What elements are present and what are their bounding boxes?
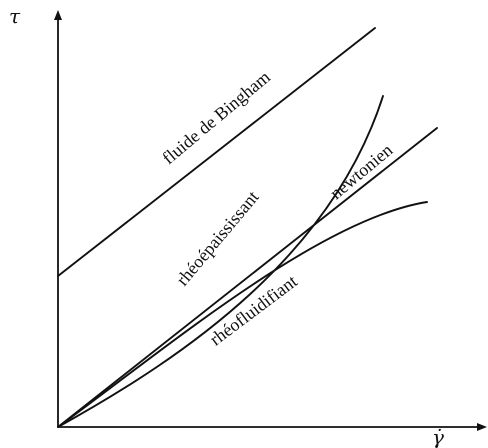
bingham-line [57,27,376,277]
y-axis-label: τ [9,4,21,28]
shear-thickening-label: rhéoépaississant [172,187,263,289]
y-axis-arrow [54,10,62,20]
shear-thickening-curve [57,95,384,428]
axes [54,10,487,431]
newtonian-line [57,127,438,428]
axis-labels: τ γ̇ [9,4,444,448]
shear-thinning-label: rhéofluidifiant [206,271,301,350]
x-axis-label: γ̇ [432,425,444,448]
x-axis-arrow [477,423,487,431]
shear-thinning-curve [57,201,428,428]
curve-labels: fluide de Bingham rhéoépaississant newto… [158,67,396,350]
curves [57,27,438,428]
